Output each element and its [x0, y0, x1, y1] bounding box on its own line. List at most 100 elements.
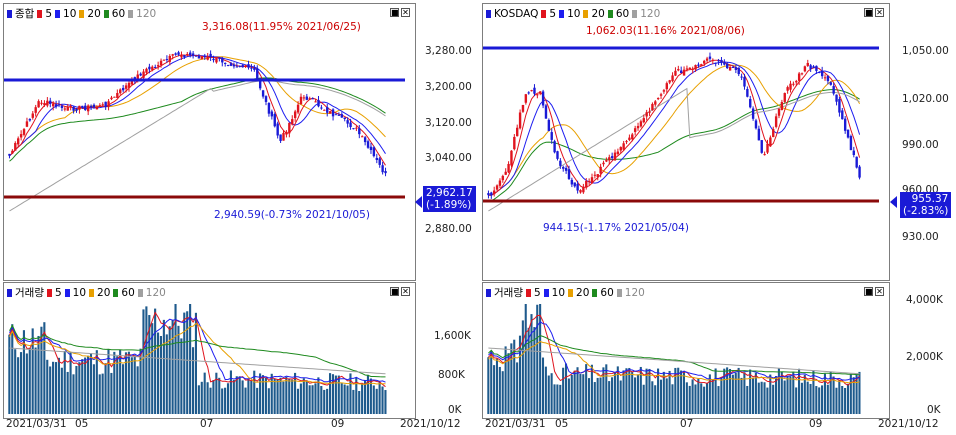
candle [308, 98, 311, 100]
candle [31, 113, 34, 118]
volume-bar [235, 376, 238, 414]
volume-bar [714, 368, 717, 414]
volume-bar [78, 362, 81, 414]
close-button[interactable]: ✕ [401, 287, 410, 296]
volume-bar [28, 347, 31, 414]
left-price-panel[interactable]: 종합 5 10 20 60 120 ■ ✕ 3,316.08(11.95% 20… [3, 3, 416, 281]
candle [326, 107, 329, 113]
low-annotation: 944.15(-1.17% 2021/05/04) [543, 222, 689, 234]
right-price-panel[interactable]: KOSDAQ 5 10 20 60 120 ■ ✕ 1,062.03(11.16… [482, 3, 890, 281]
candle [200, 56, 204, 60]
volume-bar [487, 357, 490, 414]
y-tick: 1,050.00 [902, 45, 949, 57]
volume-bar [544, 366, 547, 414]
volume-bar [789, 376, 792, 414]
date-label: 2021/10/12 [878, 418, 939, 430]
candle [544, 105, 548, 119]
candle [270, 111, 274, 117]
ma10-swatch [543, 288, 549, 297]
ma10-label: 10 [551, 286, 566, 299]
volume-bar [749, 369, 752, 414]
candle [156, 65, 160, 67]
candle [191, 53, 195, 56]
volume-bar [346, 385, 349, 414]
candle [361, 136, 364, 138]
candle [247, 64, 250, 68]
close-button[interactable]: ✕ [875, 287, 884, 296]
ma-line [488, 64, 861, 196]
volume-bar [720, 377, 723, 414]
volume-bar [75, 365, 78, 414]
volume-bar [619, 380, 622, 414]
volume-bar [832, 376, 835, 414]
legend-title: 거래량 [494, 287, 523, 299]
right-volume-panel[interactable]: 거래량 5 10 20 60 120 ■ ✕ [482, 282, 890, 419]
candle [697, 64, 700, 66]
candle [524, 94, 528, 103]
candle [812, 66, 815, 68]
candle [180, 54, 183, 58]
candle [162, 59, 166, 61]
candle [369, 146, 373, 150]
volume-bar [334, 375, 337, 414]
volume-bar [783, 380, 786, 414]
volume-bar [366, 374, 370, 414]
candle [585, 180, 588, 188]
close-button[interactable]: ✕ [401, 8, 410, 17]
candle [815, 65, 818, 71]
ma120-label: 120 [136, 7, 157, 20]
volume-bar [127, 351, 130, 414]
candle [596, 174, 599, 178]
legend-title: 거래량 [15, 287, 44, 299]
candle [659, 94, 663, 96]
volume-bar [101, 373, 104, 414]
candle [223, 62, 227, 64]
ma-line [488, 89, 860, 202]
volume-bar [270, 373, 273, 414]
current-price-badge: 955.37 (-2.83%) [900, 192, 952, 218]
minimize-button[interactable]: ■ [864, 8, 873, 17]
candle [238, 65, 241, 67]
candle [358, 128, 361, 135]
candle [777, 108, 781, 116]
volume-bar [728, 368, 732, 414]
volume-bar [229, 370, 232, 414]
minimize-button[interactable]: ■ [864, 287, 873, 296]
volume-bar [337, 375, 340, 414]
volume-bar [288, 379, 291, 414]
close-button[interactable]: ✕ [875, 8, 884, 17]
right-price-legend: KOSDAQ 5 10 20 60 120 [486, 7, 660, 20]
volume-bar [703, 386, 706, 414]
candle [564, 167, 568, 171]
volume-bar [763, 382, 766, 414]
left-volume-legend: 거래량 5 10 20 60 120 [7, 286, 166, 299]
candle [556, 151, 559, 159]
volume-bar [751, 378, 755, 414]
volume-bar [774, 376, 778, 414]
volume-bar [31, 328, 34, 414]
ma20-label: 20 [87, 7, 101, 20]
candle [215, 57, 218, 63]
volume-bar [349, 373, 352, 414]
left-volume-panel[interactable]: 거래량 5 10 20 60 120 ■ ✕ [3, 282, 416, 419]
candle [608, 157, 611, 161]
volume-bar [844, 387, 847, 414]
minimize-button[interactable]: ■ [390, 287, 399, 296]
candle [285, 131, 288, 135]
ma-line [488, 61, 861, 196]
volume-bar [311, 385, 314, 414]
candle [302, 97, 306, 99]
minimize-button[interactable]: ■ [390, 8, 399, 17]
volume-bar [521, 320, 524, 414]
candle [605, 160, 608, 162]
candle [349, 122, 352, 128]
candle [694, 64, 697, 70]
candle [17, 138, 20, 145]
volume-bar [809, 383, 812, 414]
candle [590, 177, 594, 184]
candle [656, 98, 660, 100]
volume-bar [726, 367, 729, 414]
candle [124, 85, 128, 89]
candle [92, 104, 96, 108]
candle [95, 107, 99, 110]
